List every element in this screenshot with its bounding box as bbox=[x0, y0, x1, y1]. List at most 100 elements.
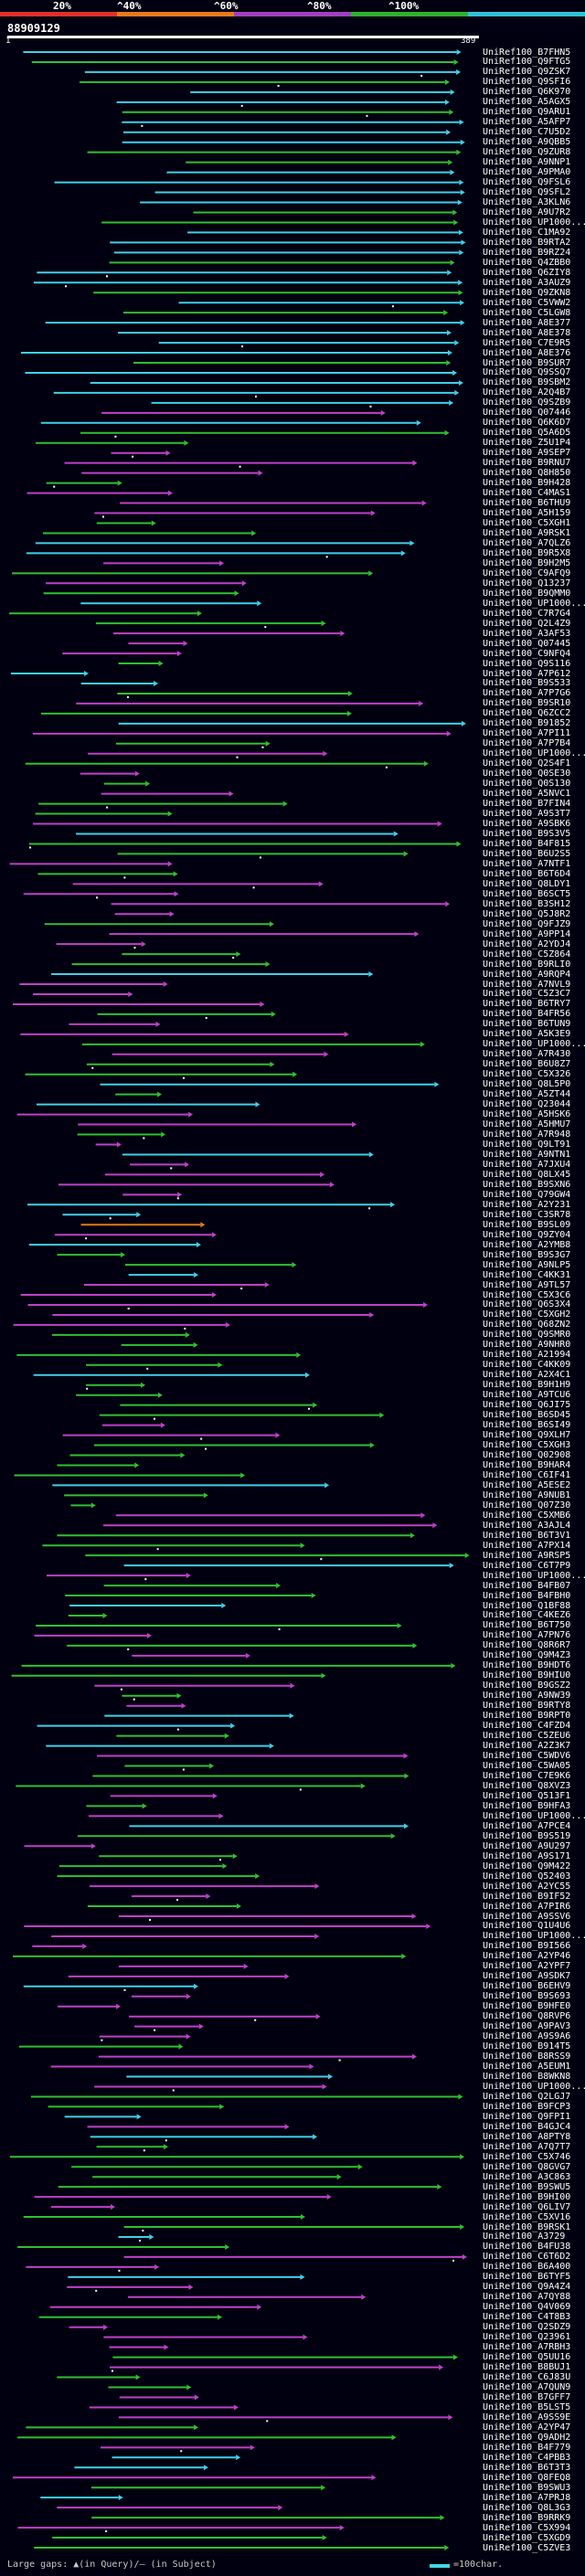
hit-label[interactable]: UniRef100_C4FZD4 bbox=[483, 1721, 571, 1732]
hit-label[interactable]: UniRef100_C5X3C6 bbox=[483, 1289, 571, 1300]
hit-label[interactable]: UniRef100_Q9SMR0 bbox=[483, 1330, 571, 1341]
hit-label[interactable]: UniRef100_B9H2M5 bbox=[483, 557, 571, 568]
hit-label[interactable]: UniRef100_A9U7R2 bbox=[483, 207, 571, 217]
hit-label[interactable]: UniRef100_C4KEZ6 bbox=[483, 1610, 571, 1621]
hit-label[interactable]: UniRef100_B9HI00 bbox=[483, 2191, 571, 2202]
hit-label[interactable]: UniRef100_A8E376 bbox=[483, 347, 571, 358]
hit-label[interactable]: UniRef100_A3AUZ9 bbox=[483, 277, 571, 288]
hit-label[interactable]: UniRef100_Q6LIV7 bbox=[483, 2201, 571, 2212]
hit-label[interactable]: UniRef100_A9U297 bbox=[483, 1840, 571, 1851]
hit-label[interactable]: UniRef100_A3C863 bbox=[483, 2171, 571, 2182]
hit-label[interactable]: UniRef100_C5XMB6 bbox=[483, 1510, 571, 1521]
hit-label[interactable]: UniRef100_Q9ADH2 bbox=[483, 2432, 571, 2443]
hit-label[interactable]: UniRef100_B9SBM2 bbox=[483, 377, 571, 388]
hit-label[interactable]: UniRef100_C5ZEU6 bbox=[483, 1731, 571, 1742]
hit-label[interactable]: UniRef100_UP1000... bbox=[483, 748, 585, 759]
hit-label[interactable]: UniRef100_B9IF52 bbox=[483, 1891, 571, 1902]
hit-label[interactable]: UniRef100_Q9FTG5 bbox=[483, 57, 571, 68]
hit-label[interactable]: UniRef100_B9SUR7 bbox=[483, 357, 571, 368]
hit-label[interactable]: UniRef100_Q07Z30 bbox=[483, 1500, 571, 1511]
hit-label[interactable]: UniRef100_A3AF53 bbox=[483, 628, 571, 639]
hit-label[interactable]: UniRef100_C9NFQ4 bbox=[483, 648, 571, 659]
hit-label[interactable]: UniRef100_A7Q7T7 bbox=[483, 2141, 571, 2152]
hit-label[interactable]: UniRef100_C5VWW2 bbox=[483, 297, 571, 308]
hit-label[interactable]: UniRef100_A9PP14 bbox=[483, 928, 571, 939]
hit-label[interactable]: UniRef100_Z5U1P4 bbox=[483, 438, 571, 449]
hit-label[interactable]: UniRef100_Q1BF88 bbox=[483, 1600, 571, 1611]
hit-label[interactable]: UniRef100_B6TRY7 bbox=[483, 999, 571, 1010]
hit-label[interactable]: UniRef100_B6T6D4 bbox=[483, 868, 571, 879]
hit-label[interactable]: UniRef100_Q07446 bbox=[483, 408, 571, 419]
hit-label[interactable]: UniRef100_B9RRK9 bbox=[483, 2512, 571, 2523]
hit-label[interactable]: UniRef100_B9SWU3 bbox=[483, 2482, 571, 2493]
hit-label[interactable]: UniRef100_C5LGW8 bbox=[483, 307, 571, 318]
hit-label[interactable]: UniRef100_A2YDJ4 bbox=[483, 938, 571, 949]
hit-label[interactable]: UniRef100_Q9ZKN8 bbox=[483, 287, 571, 298]
hit-label[interactable]: UniRef100_Q8H850 bbox=[483, 468, 571, 479]
hit-label[interactable]: UniRef100_Q23961 bbox=[483, 2332, 571, 2343]
hit-label[interactable]: UniRef100_Q8L5P0 bbox=[483, 1079, 571, 1090]
hit-label[interactable]: UniRef100_B9R5X8 bbox=[483, 547, 571, 558]
hit-label[interactable]: UniRef100_A5ESE2 bbox=[483, 1479, 571, 1490]
hit-label[interactable]: UniRef100_Q79GW4 bbox=[483, 1189, 571, 1200]
hit-label[interactable]: UniRef100_Q9SZB9 bbox=[483, 398, 571, 408]
hit-label[interactable]: UniRef100_UP1000... bbox=[483, 217, 585, 228]
hit-label[interactable]: UniRef100_A9SS9E bbox=[483, 2412, 571, 2422]
hit-label[interactable]: UniRef100_B9I566 bbox=[483, 1941, 571, 1952]
hit-label[interactable]: UniRef100_B6TYF5 bbox=[483, 2272, 571, 2283]
hit-label[interactable]: UniRef100_A7PX14 bbox=[483, 1540, 571, 1551]
hit-label[interactable]: UniRef100_A5EUM1 bbox=[483, 2062, 571, 2072]
hit-label[interactable]: UniRef100_A9NLP5 bbox=[483, 1259, 571, 1270]
hit-label[interactable]: UniRef100_A9NTN1 bbox=[483, 1149, 571, 1160]
hit-label[interactable]: UniRef100_A7QLZ6 bbox=[483, 537, 571, 548]
hit-label[interactable]: UniRef100_B9SWU5 bbox=[483, 2181, 571, 2192]
hit-label[interactable]: UniRef100_B9S519 bbox=[483, 1830, 571, 1841]
hit-label[interactable]: UniRef100_Q4ZBB0 bbox=[483, 257, 571, 268]
hit-label[interactable]: UniRef100_B9HFA3 bbox=[483, 1800, 571, 1811]
hit-label[interactable]: UniRef100_Q6K970 bbox=[483, 87, 571, 98]
hit-label[interactable]: UniRef100_Q1U4U6 bbox=[483, 1921, 571, 1932]
hit-label[interactable]: UniRef100_B9RSK1 bbox=[483, 2221, 571, 2232]
hit-label[interactable]: UniRef100_B7FHN5 bbox=[483, 47, 571, 58]
hit-label[interactable]: UniRef100_C4MAS1 bbox=[483, 488, 571, 499]
hit-label[interactable]: UniRef100_Q9FPI1 bbox=[483, 2111, 571, 2122]
hit-label[interactable]: UniRef100_Q9FSL6 bbox=[483, 177, 571, 188]
hit-label[interactable]: UniRef100_A7PCE4 bbox=[483, 1820, 571, 1831]
hit-label[interactable]: UniRef100_Q8LX45 bbox=[483, 1169, 571, 1180]
hit-label[interactable]: UniRef100_Q6K6D7 bbox=[483, 418, 571, 429]
hit-label[interactable]: UniRef100_A7JXU4 bbox=[483, 1159, 571, 1170]
hit-label[interactable]: UniRef100_A9PMA0 bbox=[483, 167, 571, 178]
hit-label[interactable]: UniRef100_A5AGX5 bbox=[483, 97, 571, 108]
hit-label[interactable]: UniRef100_A5HMU7 bbox=[483, 1119, 571, 1130]
hit-label[interactable]: UniRef100_B9HIU0 bbox=[483, 1670, 571, 1681]
hit-label[interactable]: UniRef100_Q23044 bbox=[483, 1099, 571, 1110]
hit-label[interactable]: UniRef100_A9S171 bbox=[483, 1850, 571, 1861]
hit-label[interactable]: UniRef100_Q2S4F1 bbox=[483, 758, 571, 769]
hit-label[interactable]: UniRef100_A8PTY8 bbox=[483, 2131, 571, 2142]
hit-label[interactable]: UniRef100_A2Q4B7 bbox=[483, 387, 571, 398]
hit-label[interactable]: UniRef100_C5XGH2 bbox=[483, 1309, 571, 1320]
hit-label[interactable]: UniRef100_C6T7P9 bbox=[483, 1560, 571, 1571]
hit-label[interactable]: UniRef100_B6A400 bbox=[483, 2262, 571, 2273]
hit-label[interactable]: UniRef100_C7E9R5 bbox=[483, 337, 571, 348]
hit-label[interactable]: UniRef100_A9SBK6 bbox=[483, 819, 571, 830]
hit-label[interactable]: UniRef100_B4GJC4 bbox=[483, 2121, 571, 2132]
hit-label[interactable]: UniRef100_B9H1H9 bbox=[483, 1380, 571, 1391]
hit-label[interactable]: UniRef100_B9S533 bbox=[483, 678, 571, 689]
hit-label[interactable]: UniRef100_C5XV16 bbox=[483, 2211, 571, 2222]
hit-label[interactable]: UniRef100_Q5A6D5 bbox=[483, 428, 571, 439]
hit-label[interactable]: UniRef100_A5NVC1 bbox=[483, 789, 571, 800]
hit-label[interactable]: UniRef100_A9S9A6 bbox=[483, 2031, 571, 2042]
hit-label[interactable]: UniRef100_Q5J8R2 bbox=[483, 908, 571, 919]
hit-label[interactable]: UniRef100_B6T3V1 bbox=[483, 1530, 571, 1541]
hit-label[interactable]: UniRef100_C3SR78 bbox=[483, 1209, 571, 1220]
hit-label[interactable]: UniRef100_Q02908 bbox=[483, 1450, 571, 1460]
hit-label[interactable]: UniRef100_A9NHR0 bbox=[483, 1340, 571, 1351]
hit-label[interactable]: UniRef100_Q0S130 bbox=[483, 779, 571, 790]
hit-label[interactable]: UniRef100_Q68ZN2 bbox=[483, 1320, 571, 1330]
hit-label[interactable]: UniRef100_B9H428 bbox=[483, 478, 571, 489]
hit-label[interactable]: UniRef100_B9HDT6 bbox=[483, 1660, 571, 1671]
hit-label[interactable]: UniRef100_UP1000... bbox=[483, 1039, 585, 1050]
hit-label[interactable]: UniRef100_B6T3T3 bbox=[483, 2462, 571, 2473]
hit-label[interactable]: UniRef100_A2YPF7 bbox=[483, 1961, 571, 1972]
